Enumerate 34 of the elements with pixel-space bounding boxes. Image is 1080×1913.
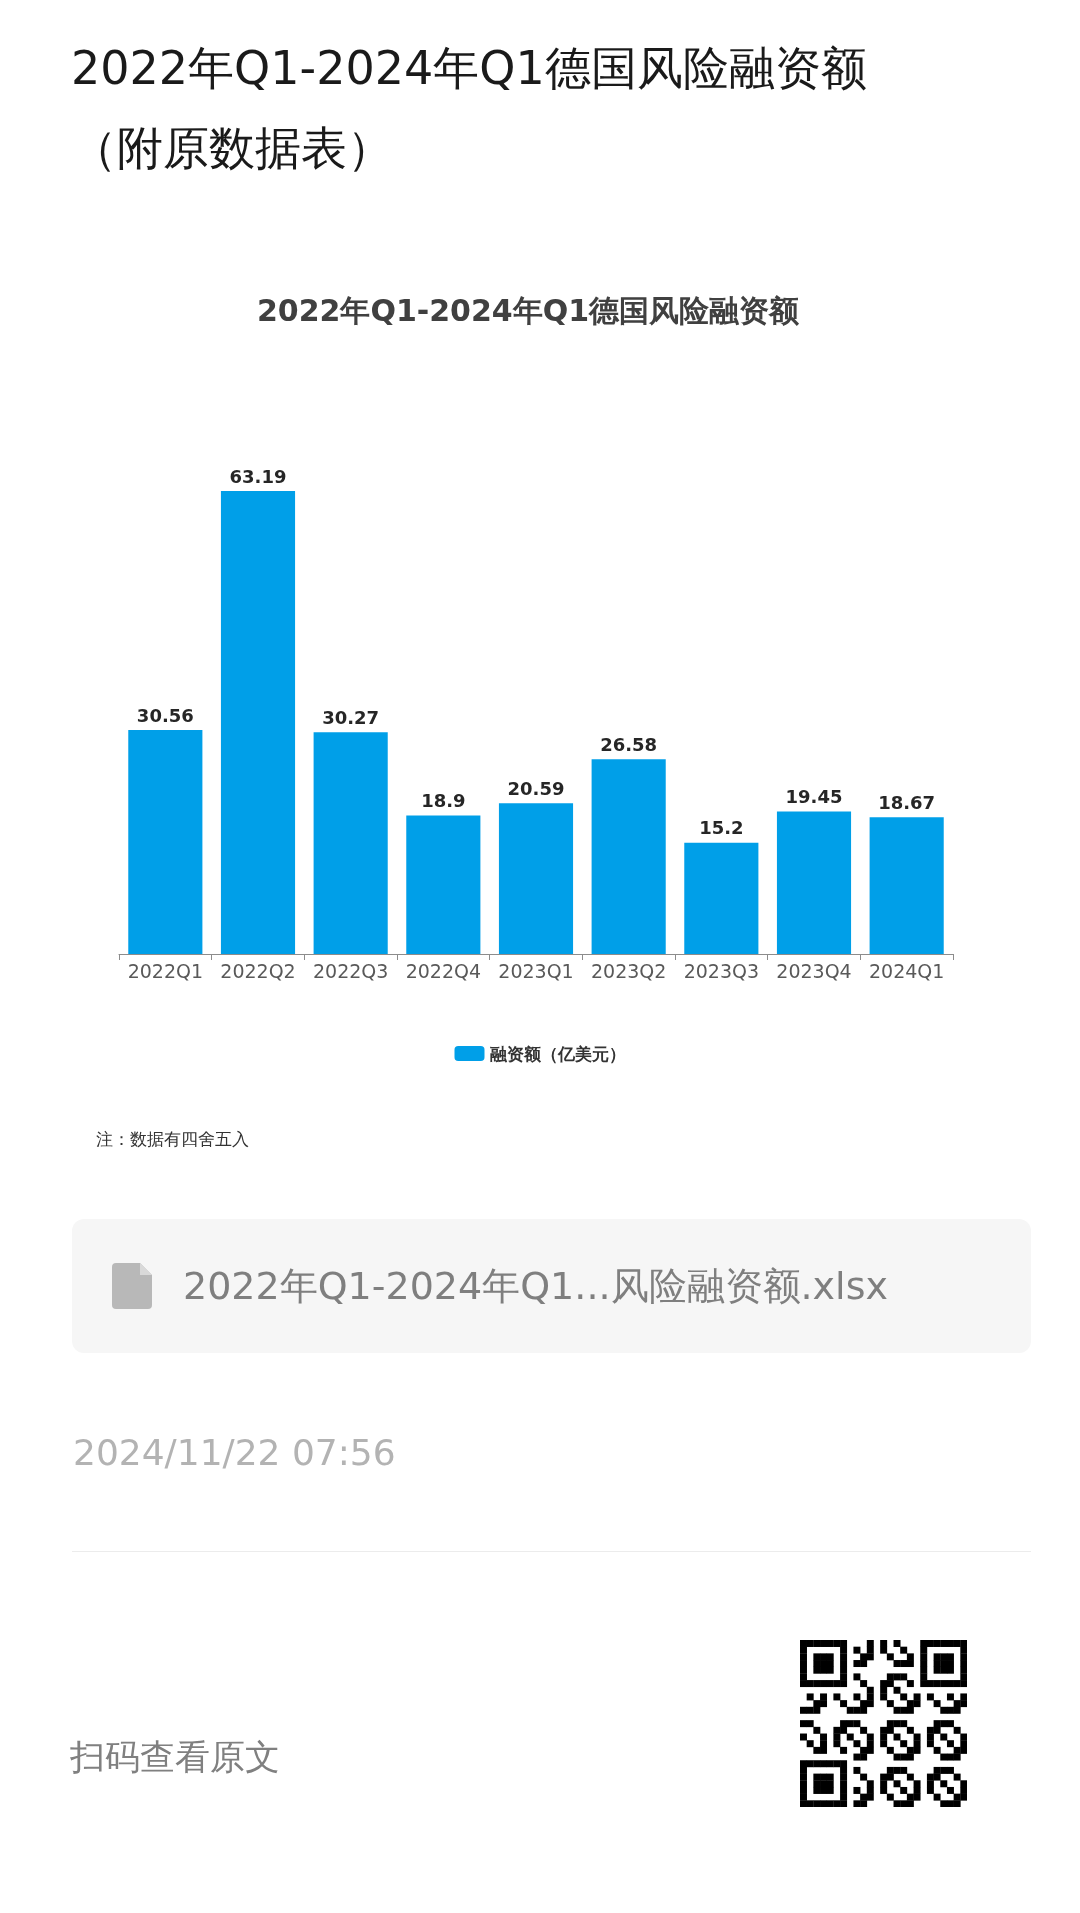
bar bbox=[128, 730, 203, 954]
x-tick-label: 2022Q3 bbox=[312, 959, 389, 982]
x-tick-label: 2023Q1 bbox=[498, 959, 574, 982]
x-tick-label: 2023Q2 bbox=[590, 959, 667, 982]
data-label: 15.2 bbox=[699, 817, 744, 839]
bar bbox=[406, 815, 481, 954]
x-tick-label: 2023Q4 bbox=[776, 959, 852, 982]
data-label: 19.45 bbox=[785, 785, 843, 807]
x-tick-label: 2022Q1 bbox=[127, 959, 204, 982]
bar bbox=[220, 491, 296, 954]
data-label: 26.58 bbox=[600, 733, 658, 755]
text: 2024/11/22 07:56 bbox=[73, 1431, 396, 1475]
data-label: 63.19 bbox=[229, 465, 287, 487]
chart-title: 2022年Q1-2024年Q1德国风险融资额（附原数据表） bbox=[71, 40, 868, 177]
data-label: 18.67 bbox=[878, 791, 936, 813]
data-label: 18.9 bbox=[421, 790, 466, 812]
text: 2022年Q1-2024年Q1...风险融资额.xlsx bbox=[183, 1263, 888, 1310]
text: 注：数据有四舍五入 bbox=[96, 1128, 249, 1151]
data-label: 20.59 bbox=[507, 777, 565, 799]
x-tick-label: 2022Q2 bbox=[220, 959, 296, 982]
x-tick-label: 2024Q1 bbox=[868, 959, 945, 982]
bar bbox=[591, 759, 666, 954]
bar bbox=[776, 811, 852, 954]
bar bbox=[869, 817, 944, 954]
bar bbox=[313, 732, 388, 954]
legend-label: 融资额（亿美元） bbox=[489, 1043, 626, 1064]
x-tick-label: 2023Q3 bbox=[683, 959, 760, 982]
x-tick-label: 2022Q4 bbox=[405, 959, 482, 982]
data-label: 30.27 bbox=[322, 706, 380, 728]
text: 扫码查看原文 bbox=[70, 1736, 280, 1779]
bar bbox=[684, 842, 759, 954]
chart-subtitle: 2022年Q1-2024年Q1德国风险融资额 bbox=[256, 292, 800, 328]
data-label: 30.56 bbox=[136, 704, 194, 726]
bar bbox=[498, 803, 574, 954]
